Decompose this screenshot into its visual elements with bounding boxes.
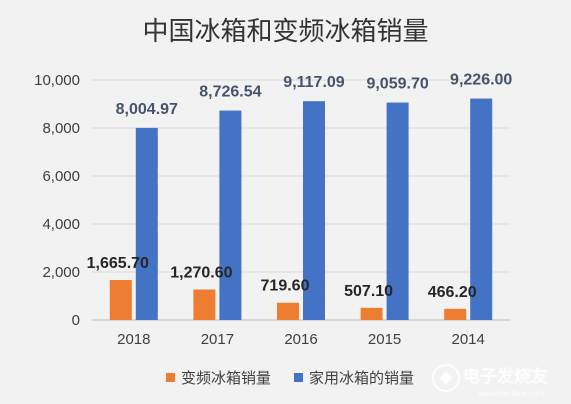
y-tick-label: 2,000	[42, 264, 80, 281]
data-labels: 1,665.70 8,004.97 1,270.60 8,726.54 719.60 9,…	[87, 72, 513, 301]
legend-label-household: 家用冰箱的销量	[309, 369, 414, 387]
legend-swatch-inverter	[166, 373, 175, 382]
x-tick-label: 2016	[284, 331, 317, 348]
x-axis: 2018 2017 2016 2015 2014	[117, 331, 485, 348]
data-label-inverter-2016: 719.60	[261, 278, 310, 295]
gridlines	[92, 79, 510, 321]
data-label-household-2015: 9,059.70	[366, 76, 428, 93]
legend-swatch-household	[294, 373, 303, 382]
y-tick-label: 4,000	[42, 216, 80, 233]
data-label-inverter-2017: 1,270.60	[170, 265, 232, 282]
y-tick-label: 6,000	[42, 168, 80, 185]
legend-label-inverter: 变频冰箱销量	[181, 369, 271, 387]
data-label-household-2017: 8,726.54	[199, 84, 261, 101]
data-label-inverter-2015: 507.10	[344, 283, 393, 300]
elecfans-logo-icon	[432, 364, 460, 392]
data-label-household-2018: 8,004.97	[116, 101, 178, 118]
y-tick-label: 0	[72, 312, 80, 329]
bar-household-2014	[470, 98, 493, 321]
watermark: 电子发烧友 www.elecfans.com	[432, 364, 548, 398]
y-axis: 0 2,000 4,000 6,000 8,000 10,000	[34, 72, 80, 329]
bar-inverter-2014	[444, 308, 467, 320]
bar-inverter-2015	[360, 307, 383, 320]
x-tick-label: 2015	[368, 331, 401, 348]
data-label-household-2016: 9,117.09	[283, 74, 345, 91]
data-label-inverter-2018: 1,665.70	[87, 255, 149, 272]
x-tick-label: 2017	[201, 331, 234, 348]
bar-inverter-2018	[109, 280, 132, 320]
chart-title: 中国冰箱和变频冰箱销量	[142, 17, 428, 47]
watermark-text: 电子发烧友	[463, 366, 548, 387]
x-tick-label: 2014	[452, 331, 485, 348]
data-label-inverter-2014: 466.20	[428, 284, 477, 301]
legend: 变频冰箱销量 家用冰箱的销量	[166, 369, 414, 387]
y-tick-label: 8,000	[42, 120, 80, 137]
y-tick-label: 10,000	[34, 72, 80, 89]
bar-inverter-2016	[277, 302, 299, 320]
x-tick-label: 2018	[117, 331, 150, 348]
bar-inverter-2017	[193, 289, 216, 320]
data-label-household-2014: 9,226.00	[450, 72, 512, 89]
bar-household-2017	[219, 110, 242, 320]
bar-household-2018	[135, 127, 158, 320]
bar-household-2016	[303, 101, 325, 320]
bars	[109, 98, 493, 321]
bar-household-2015	[386, 102, 409, 320]
watermark-subtext: www.elecfans.com	[477, 389, 545, 398]
